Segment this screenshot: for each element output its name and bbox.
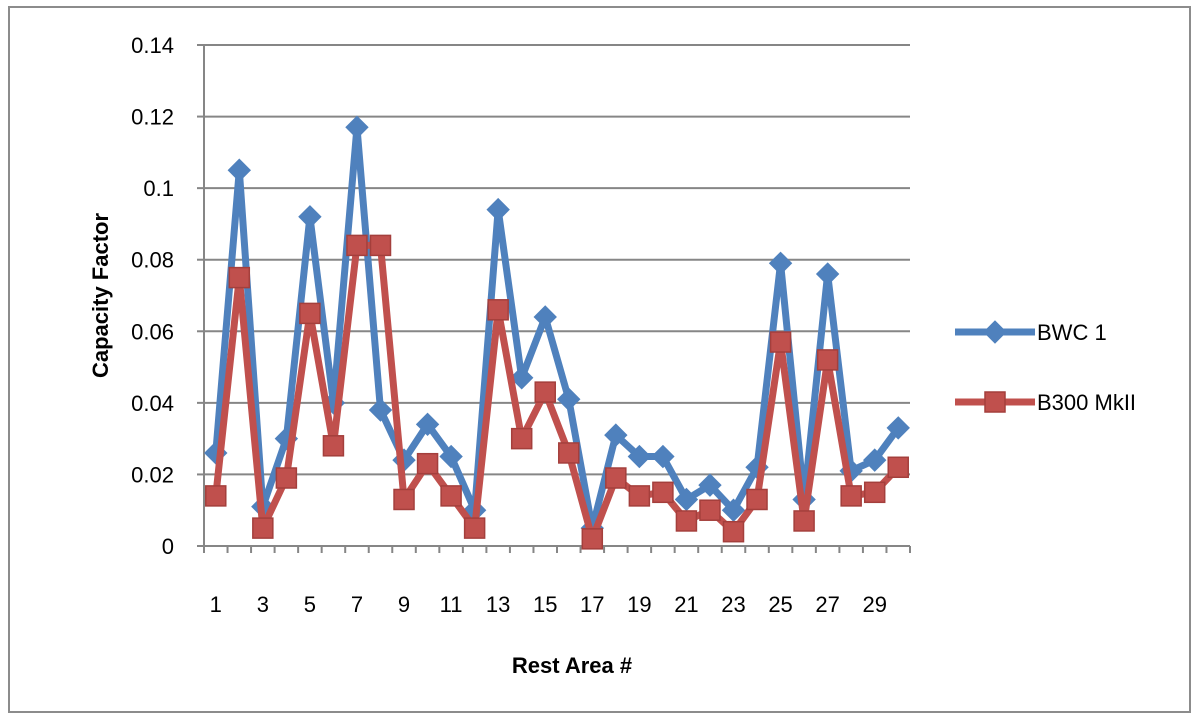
x-tick-label: 27 — [815, 592, 839, 617]
data-point — [862, 448, 887, 472]
data-point — [768, 251, 793, 275]
y-tick-label: 0.08 — [131, 248, 174, 273]
data-point — [652, 481, 674, 504]
data-point — [793, 510, 815, 532]
series-line — [212, 123, 902, 532]
chart-frame: 0 0.02 0.04 0.06 0.08 0.1 0.12 0.14 1 3 5 7 9 11 13 15 1… — [8, 6, 1191, 713]
x-tick-label: 3 — [257, 592, 269, 617]
x-tick-label: 15 — [533, 592, 557, 617]
data-point — [346, 234, 368, 257]
x-tick-label: 23 — [721, 592, 745, 617]
y-tick-label: 0.06 — [131, 319, 174, 344]
legend-label: B300 MkII — [1037, 390, 1136, 415]
tick-labels: 00.020.040.060.080.10.120.141 3 5 7 9 11 13 15 1… — [131, 33, 887, 617]
line-chart: 00.020.040.060.080.10.120.141 3 5 7 9 11 13 15 1… — [88, 33, 1136, 678]
data-point — [605, 467, 627, 489]
legend-marker — [983, 320, 1007, 344]
y-tick-label: 0.1 — [143, 176, 174, 201]
x-axis-title: Rest Area # — [512, 653, 632, 678]
data-point — [769, 331, 792, 353]
data-point — [205, 485, 227, 507]
data-point — [534, 381, 556, 403]
series-b300-mkii — [205, 234, 909, 550]
data-point — [699, 499, 721, 521]
data-point — [815, 262, 840, 286]
x-tick-label: 21 — [674, 592, 698, 617]
y-tick-label: 0.04 — [131, 391, 174, 416]
data-point — [628, 485, 651, 507]
data-point — [604, 423, 628, 447]
x-tick-label: 13 — [486, 592, 510, 617]
data-point — [863, 481, 886, 504]
data-point — [416, 452, 439, 475]
x-tick-label: 11 — [440, 592, 463, 617]
data-point — [698, 473, 722, 497]
data-point — [228, 266, 251, 289]
legend-marker — [984, 391, 1006, 413]
data-point — [533, 305, 557, 329]
data-point — [299, 302, 321, 325]
x-tick-label: 1 — [210, 592, 222, 617]
data-point — [887, 456, 909, 479]
x-tick-label: 17 — [580, 592, 604, 617]
data-point — [393, 488, 415, 511]
data-point — [252, 517, 274, 539]
data-point — [651, 444, 675, 469]
data-point — [439, 444, 463, 469]
x-tick-label: 25 — [768, 592, 792, 617]
data-point — [463, 517, 486, 539]
legend-entry: B300 MkII — [955, 390, 1136, 415]
data-point — [558, 442, 580, 464]
data-point — [345, 115, 369, 140]
y-tick-label: 0.12 — [131, 105, 174, 130]
legend: BWC 1 B300 MkII — [955, 320, 1136, 415]
y-tick-label: 0.14 — [131, 33, 174, 58]
gridlines — [204, 44, 910, 476]
data-point — [368, 398, 393, 422]
data-point — [440, 485, 462, 507]
data-point — [486, 197, 510, 222]
data-point — [627, 444, 652, 469]
series-line — [212, 241, 901, 543]
data-point — [509, 366, 534, 390]
data-point — [275, 467, 298, 489]
x-tick-label: 29 — [862, 592, 886, 617]
x-tick-label: 7 — [351, 592, 363, 617]
data-point — [298, 205, 322, 229]
data-point — [487, 299, 509, 321]
series — [204, 115, 910, 550]
data-point — [369, 234, 392, 257]
x-tick-label: 19 — [627, 592, 651, 617]
data-point — [415, 412, 440, 437]
data-point — [816, 349, 839, 371]
x-tick-label: 9 — [398, 592, 410, 617]
legend-entry: BWC 1 — [955, 320, 1107, 345]
x-tick-label: 5 — [304, 592, 316, 617]
data-point — [722, 520, 745, 543]
y-tick-label: 0.02 — [131, 462, 174, 487]
data-point — [557, 387, 581, 411]
y-tick-label: 0 — [162, 534, 174, 559]
data-point — [510, 427, 533, 450]
data-point — [886, 416, 910, 440]
axes — [197, 44, 911, 553]
data-point — [227, 158, 252, 182]
legend-label: BWC 1 — [1037, 320, 1107, 345]
data-point — [322, 435, 345, 457]
data-point — [746, 488, 768, 511]
data-point — [675, 510, 698, 532]
y-axis-title: Capacity Factor — [88, 213, 113, 378]
data-point — [840, 485, 862, 507]
data-point — [581, 528, 604, 550]
